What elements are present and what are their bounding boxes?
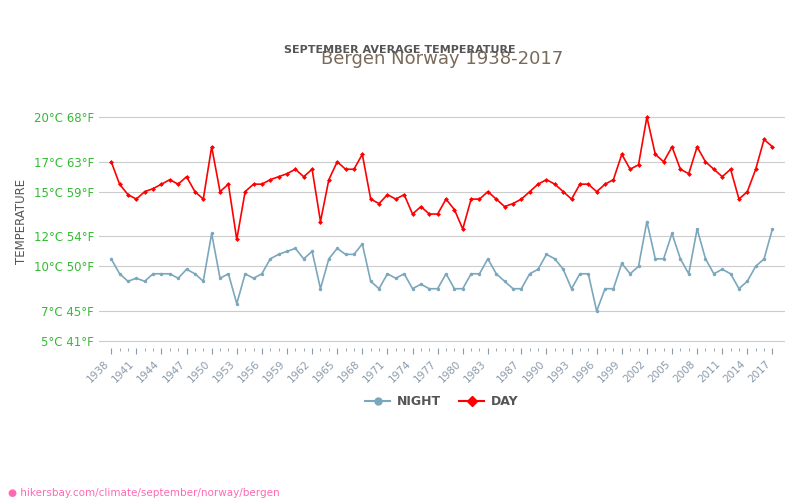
Legend: NIGHT, DAY: NIGHT, DAY	[360, 390, 523, 413]
Text: ● hikersbay.com/climate/september/norway/bergen: ● hikersbay.com/climate/september/norway…	[8, 488, 280, 498]
Y-axis label: TEMPERATURE: TEMPERATURE	[15, 179, 28, 264]
Title: Bergen Norway 1938-2017: Bergen Norway 1938-2017	[321, 50, 563, 68]
Text: SEPTEMBER AVERAGE TEMPERATURE: SEPTEMBER AVERAGE TEMPERATURE	[284, 45, 516, 55]
